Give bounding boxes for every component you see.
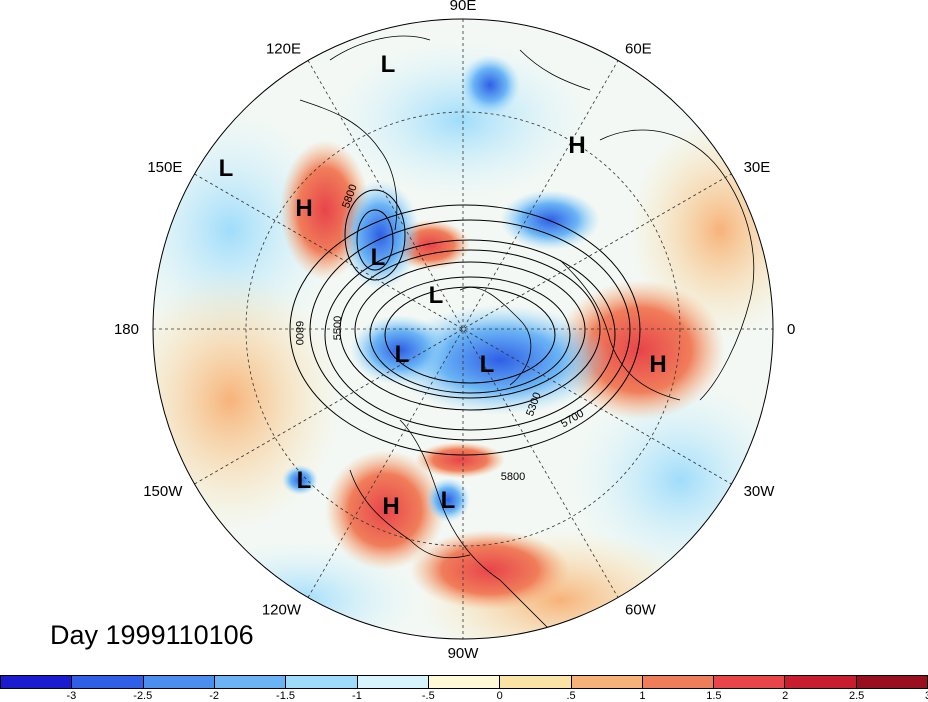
high-pressure-marker: H: [568, 132, 585, 159]
colorbar-tick-label: 1: [639, 690, 646, 702]
colorbar-ticks: -3 -2.5 -2 -1.5 -1 -.5 0 .5 1 1.5 2 2.5 3: [0, 690, 928, 702]
low-pressure-marker: L: [297, 467, 312, 494]
longitude-label: 90W: [448, 645, 480, 662]
colorbar-swatch: [428, 676, 501, 688]
longitude-label: 90E: [450, 0, 477, 14]
longitude-label: 120W: [262, 602, 302, 619]
pressure-center-labels: L H L H L L L L H L H L: [219, 51, 667, 520]
contour-label: 5800: [501, 471, 525, 483]
contour-label: 5500: [332, 316, 344, 340]
high-pressure-marker: H: [295, 195, 312, 222]
colorbar-swatch: [571, 676, 643, 688]
low-pressure-marker: L: [395, 341, 410, 368]
low-pressure-marker: L: [441, 487, 456, 514]
colorbar-swatch: [785, 676, 857, 688]
colorbar-swatch: [357, 676, 429, 688]
longitude-label: 30E: [744, 159, 771, 176]
low-pressure-marker: L: [480, 351, 495, 378]
colorbar-swatch: [143, 676, 215, 688]
longitude-label: 60E: [625, 40, 652, 57]
colorbar-swatch: [856, 676, 928, 688]
longitude-label: 150W: [143, 483, 183, 500]
low-pressure-marker: L: [219, 155, 234, 182]
anomaly-field: [153, 19, 773, 639]
colorbar: [0, 675, 928, 689]
colorbar-tick-label: -2: [209, 690, 220, 702]
longitude-label: 150E: [147, 159, 182, 176]
colorbar-tick-label: -1: [352, 690, 362, 702]
longitude-label: 180: [114, 321, 139, 338]
colorbar-tick-label: -.5: [421, 690, 435, 702]
contour-label: 6800: [293, 321, 305, 345]
colorbar-swatch: [72, 676, 144, 688]
colorbar-tick-label: 3: [925, 690, 928, 702]
polar-map: 90E 60E 30E 0 30W 60W 90W 120W 150W 180 150E 120E L…: [114, 0, 795, 662]
colorbar-tick-label: -1.5: [276, 690, 296, 702]
longitude-labels: 90E 60E 30E 0 30W 60W 90W 120W 150W 180 150E 120E: [114, 0, 795, 662]
longitude-label: 30W: [744, 483, 776, 500]
colorbar-swatch: [714, 676, 786, 688]
colorbar-tick-label: 2.5: [848, 690, 865, 702]
colorbar-tick-label: 1.5: [706, 690, 722, 702]
map-boundary: [152, 18, 774, 640]
colorbar-swatch: [214, 676, 287, 688]
longitude-label: 120E: [266, 40, 301, 57]
colorbar-tick-label: -3: [66, 690, 77, 702]
colorbar-swatch: [500, 676, 572, 688]
longitude-label: 0: [787, 321, 795, 338]
colorbar-tick-label: 2: [782, 690, 789, 702]
day-label: Day 1999110106: [50, 620, 254, 650]
colorbar-tick-label: 0: [496, 690, 503, 702]
longitude-label: 60W: [625, 602, 657, 619]
colorbar-tick-label: .5: [566, 690, 576, 702]
low-pressure-marker: L: [381, 51, 396, 78]
colorbar-tick-label: -2.5: [133, 690, 153, 702]
colorbar-swatch: [1, 676, 73, 688]
colorbar-swatch: [642, 676, 715, 688]
low-pressure-marker: L: [429, 282, 444, 309]
high-pressure-marker: H: [382, 493, 399, 520]
low-pressure-marker: L: [371, 244, 386, 271]
colorbar-swatch: [286, 676, 358, 688]
high-pressure-marker: H: [649, 351, 666, 378]
